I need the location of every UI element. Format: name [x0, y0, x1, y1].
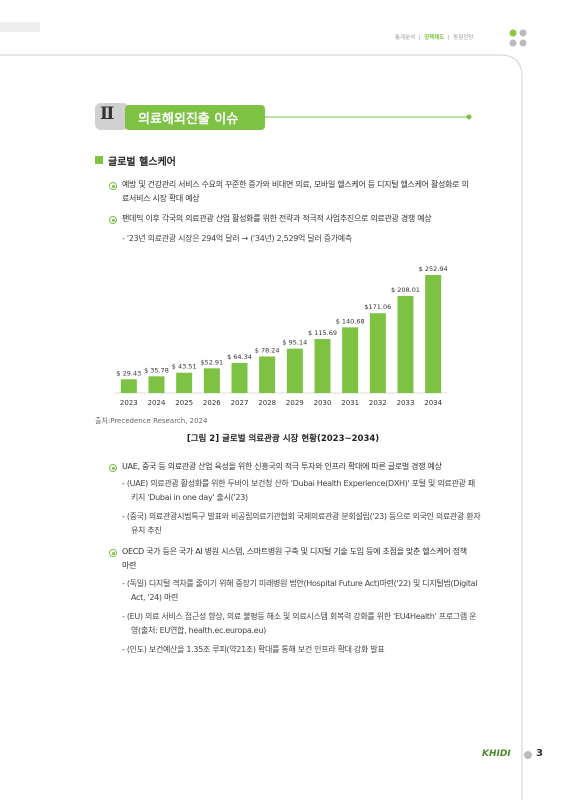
sub-item: - (중국) 의료관광시범특구 발표와 비공립의료기관협회 국제의료관광 분회설… — [122, 512, 481, 535]
value-label: $171.06 — [364, 303, 391, 311]
nav-item[interactable]: 동향전망 — [453, 35, 474, 41]
x-tick-label: 2025 — [175, 399, 193, 407]
page-number: 3 — [536, 748, 543, 759]
value-label: $ 252.94 — [419, 265, 448, 273]
value-label: $ 208.01 — [391, 286, 420, 294]
x-tick-label: 2030 — [314, 399, 332, 407]
nav: 통계분석 | 정책제도 | 동향전망 — [395, 35, 474, 41]
bar — [231, 362, 248, 393]
bullet: OECD 국가 등은 국가 AI 병원 시스템, 스마트병원 구축 및 디지털 … — [122, 547, 467, 570]
bar — [148, 376, 165, 393]
bar — [342, 327, 359, 393]
value-label: $ 78.24 — [255, 346, 280, 354]
bullet: UAE, 중국 등 의료관광 산업 육성을 위한 신흥국의 적극 투자와 인프라… — [122, 462, 442, 471]
bar — [259, 356, 276, 393]
bullet-icon — [109, 182, 117, 190]
sub-item: - (독일) 디지털 격차를 줄이기 위해 중장기 미래병원 법안(Hospit… — [122, 579, 478, 602]
bullet-icon — [109, 216, 117, 224]
section-number: Ⅱ — [100, 104, 115, 124]
section-title: 의료해외진출 이슈 — [138, 112, 239, 127]
x-tick-label: 2027 — [231, 399, 249, 407]
bullet-icon — [109, 549, 117, 557]
x-tick-label: 2024 — [148, 399, 166, 407]
value-label: $ 35.78 — [144, 366, 169, 374]
x-tick-label: 2026 — [203, 399, 221, 407]
nav-item[interactable]: 정책제도 — [424, 35, 445, 41]
value-label: $52.91 — [200, 358, 223, 366]
sub-item: - (인도) 보건예산을 1.35조 루피(약21조) 확대를 통해 보건 인프… — [122, 645, 385, 654]
bar — [397, 295, 414, 393]
bullet: 예방 및 건강관리 서비스 수요의 꾸준한 증가와 비대면 의료, 모바일 헬스… — [122, 180, 469, 203]
x-tick-label: 2032 — [369, 399, 387, 407]
sub-item: - (EU) 의료 서비스 접근성 향상, 의료 불평등 해소 및 의료시스템 … — [122, 612, 477, 635]
x-tick-label: 2033 — [397, 399, 415, 407]
value-label: $ 29.43 — [116, 369, 141, 377]
value-label: $ 43.51 — [172, 363, 197, 371]
heading: 글로벌 헬스케어 — [108, 157, 176, 168]
bar — [120, 379, 137, 393]
bar — [369, 313, 386, 393]
bar — [314, 339, 331, 393]
nav-item[interactable]: 통계분석 — [395, 35, 416, 41]
bar — [425, 275, 442, 393]
bullet-icon — [109, 464, 117, 472]
x-tick-label: 2028 — [258, 399, 276, 407]
sub-item: - '23년 의료관광 시장은 294억 달러 → ('34년) 2,529억 … — [122, 234, 352, 243]
sub-item: - (UAE) 의료관광 활성화를 위한 두바이 보건청 산하 'Dubai H… — [122, 479, 475, 502]
bar — [286, 348, 303, 393]
x-tick-label: 2034 — [424, 399, 442, 407]
value-label: $ 140.68 — [336, 317, 365, 325]
bar — [203, 368, 220, 393]
bullet: 팬데믹 이후 각국의 의료관광 산업 활성화를 위한 전략과 적극적 사업추진으… — [122, 214, 432, 223]
source: 출처:Precedence Research, 2024 — [95, 417, 208, 425]
logo: KHIDI — [482, 749, 511, 759]
chart-title: [그림 2] 글로벌 의료관광 시장 현황(2023~2034) — [186, 434, 380, 444]
bar — [176, 372, 193, 393]
x-tick-label: 2031 — [341, 399, 359, 407]
x-tick-label: 2029 — [286, 399, 304, 407]
chart: $ 29.43 2023 $ 35.78 2024 $ 43.51 2025 $52.91 2… — [115, 265, 448, 407]
value-label: $ 64.34 — [227, 353, 252, 361]
value-label: $ 95.14 — [282, 339, 307, 347]
x-tick-label: 2023 — [120, 399, 138, 407]
value-label: $ 115.69 — [308, 329, 337, 337]
